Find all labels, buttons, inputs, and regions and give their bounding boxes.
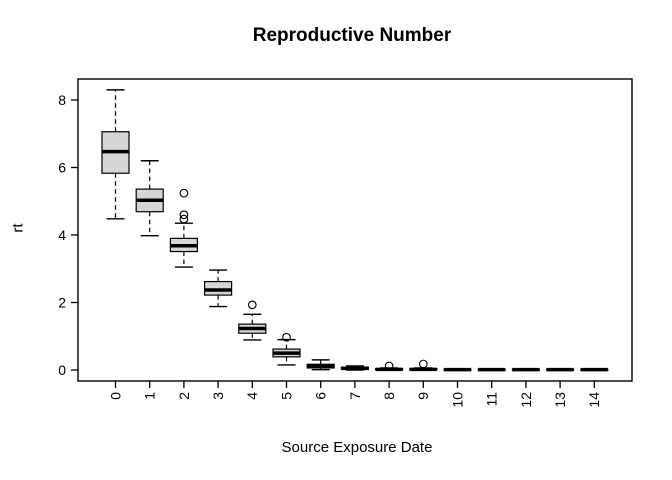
outlier-point [384,361,394,371]
x-tick-label: 2 [176,392,192,400]
x-tick-label: 8 [381,392,397,400]
y-axis-title: rt [9,223,26,233]
x-tick-label: 14 [586,392,602,408]
y-tick-label: 2 [58,294,66,310]
x-tick-label: 9 [415,392,431,400]
y-tick-label: 6 [58,159,66,175]
outlier-point [282,332,291,342]
x-tick-label: 13 [552,392,568,408]
outlier-point [179,210,189,220]
y-tick-label: 0 [58,362,66,378]
outlier-point [179,214,189,224]
x-tick-label: 11 [484,392,500,407]
x-tick-label: 12 [518,392,534,408]
x-tick-label: 7 [347,392,363,400]
x-tick-label: 5 [278,392,294,400]
x-axis-title: Source Exposure Date [282,439,433,456]
x-tick-label: 1 [142,392,158,400]
x-tick-label: 10 [449,392,465,408]
x-tick-label: 0 [107,392,123,400]
outlier-point [418,359,428,369]
chart-title: Reproductive Number [253,25,452,46]
x-tick-label: 6 [313,392,329,400]
y-tick-label: 4 [58,227,66,243]
outlier-point [247,300,257,310]
outlier-point [179,188,189,198]
x-tick-label: 3 [210,392,226,400]
x-tick-label: 4 [244,392,260,400]
y-tick-label: 8 [58,92,66,108]
plot-frame [77,78,633,382]
